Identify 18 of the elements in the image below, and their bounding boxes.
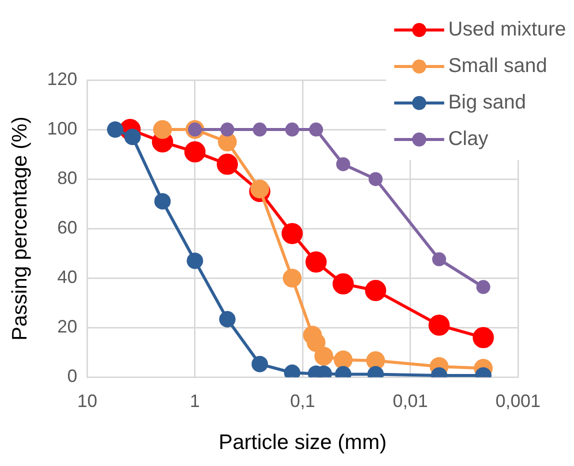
legend-label: Used mixture xyxy=(448,18,566,41)
y-tick-label: 100 xyxy=(47,118,78,138)
x-tick-label: 10 xyxy=(77,390,98,411)
x-tick-label: 1 xyxy=(190,390,200,411)
x-tick-label: 0,01 xyxy=(392,390,428,411)
x-axis-title: Particle size (mm) xyxy=(218,431,387,454)
y-tick-label: 0 xyxy=(67,366,78,386)
y-tick-label: 20 xyxy=(57,316,78,337)
legend-label: Small sand xyxy=(448,55,548,78)
y-tick-label: 40 xyxy=(57,267,78,288)
y-tick-label: 120 xyxy=(47,68,78,89)
legend-label: Big sand xyxy=(448,92,526,114)
legend-label: Clay xyxy=(448,128,488,150)
y-tick-label: 80 xyxy=(57,168,78,188)
y-tick-label: 60 xyxy=(57,218,78,238)
x-tick-label: 0,001 xyxy=(495,390,541,411)
x-tick-label: 0,1 xyxy=(290,390,316,411)
y-axis-title: Passing percentage (%) xyxy=(8,116,32,341)
